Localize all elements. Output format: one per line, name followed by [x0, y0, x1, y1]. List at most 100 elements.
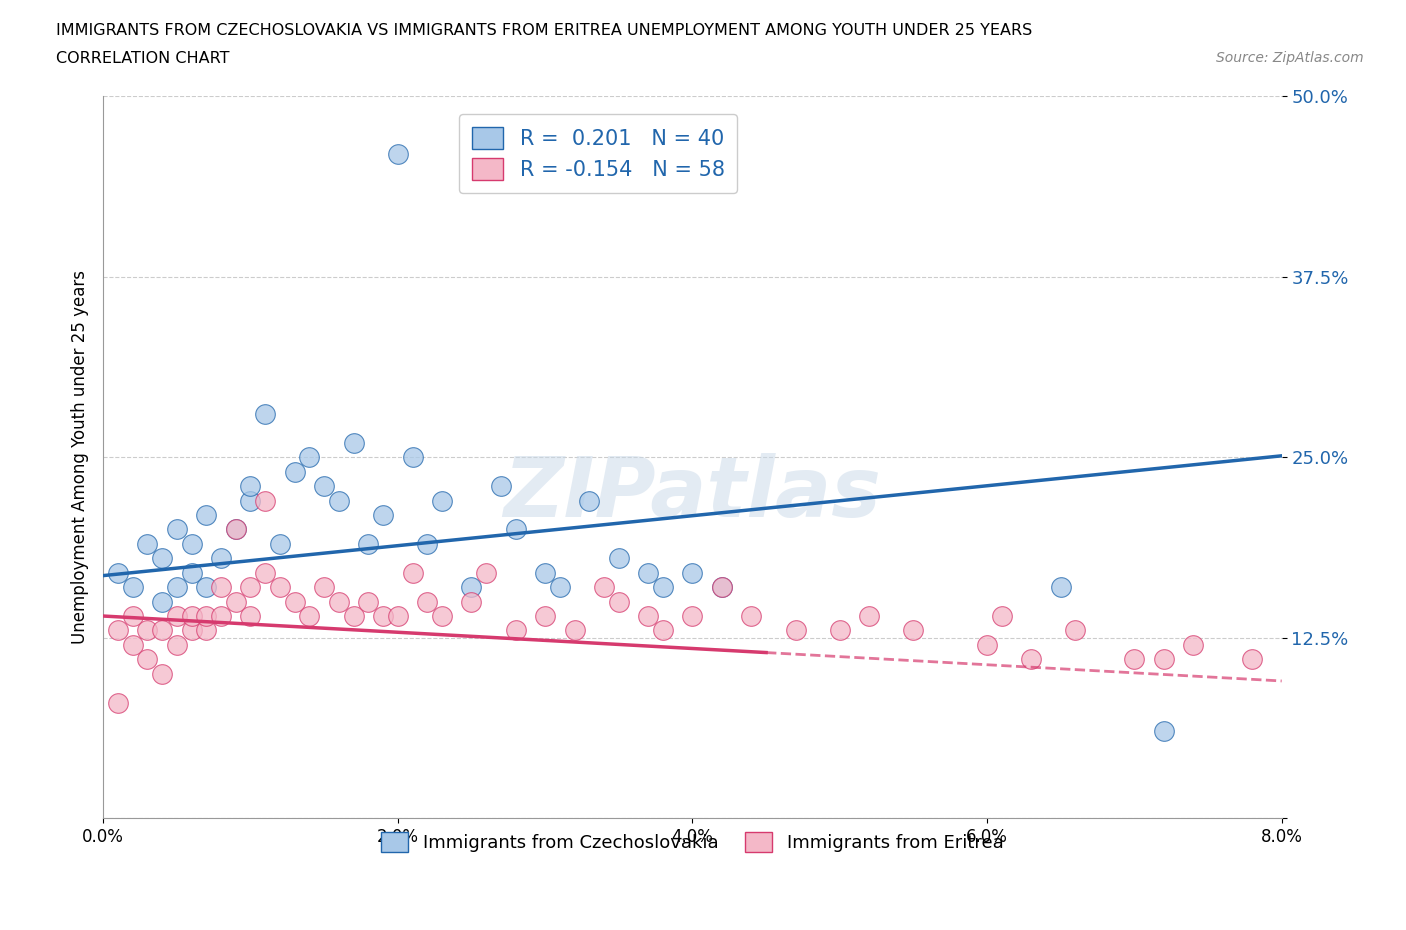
Point — [489, 479, 512, 494]
Point — [607, 551, 630, 565]
Point — [505, 623, 527, 638]
Point — [166, 637, 188, 652]
Point — [548, 579, 571, 594]
Point — [195, 508, 218, 523]
Point — [578, 493, 600, 508]
Point — [121, 637, 143, 652]
Point — [430, 493, 453, 508]
Point — [903, 623, 925, 638]
Point — [371, 608, 394, 623]
Point — [328, 594, 350, 609]
Point — [430, 608, 453, 623]
Text: Source: ZipAtlas.com: Source: ZipAtlas.com — [1216, 51, 1364, 65]
Point — [284, 594, 307, 609]
Point — [121, 579, 143, 594]
Point — [1019, 652, 1042, 667]
Point — [328, 493, 350, 508]
Point — [239, 608, 262, 623]
Point — [195, 623, 218, 638]
Point — [976, 637, 998, 652]
Point — [269, 537, 291, 551]
Point — [269, 579, 291, 594]
Point — [180, 608, 202, 623]
Point — [416, 594, 439, 609]
Point — [342, 608, 364, 623]
Point — [121, 608, 143, 623]
Point — [298, 608, 321, 623]
Point — [681, 608, 703, 623]
Point — [342, 435, 364, 450]
Point — [150, 551, 173, 565]
Point — [254, 565, 277, 580]
Point — [209, 608, 232, 623]
Point — [828, 623, 851, 638]
Point — [607, 594, 630, 609]
Point — [195, 579, 218, 594]
Point — [239, 493, 262, 508]
Point — [505, 522, 527, 537]
Point — [1241, 652, 1264, 667]
Point — [107, 565, 129, 580]
Point — [107, 696, 129, 711]
Point — [254, 493, 277, 508]
Text: IMMIGRANTS FROM CZECHOSLOVAKIA VS IMMIGRANTS FROM ERITREA UNEMPLOYMENT AMONG YOU: IMMIGRANTS FROM CZECHOSLOVAKIA VS IMMIGR… — [56, 23, 1032, 38]
Point — [1123, 652, 1146, 667]
Point — [1049, 579, 1071, 594]
Point — [652, 579, 675, 594]
Point — [225, 522, 247, 537]
Point — [239, 579, 262, 594]
Point — [150, 594, 173, 609]
Point — [460, 579, 482, 594]
Point — [681, 565, 703, 580]
Point — [314, 579, 336, 594]
Point — [298, 450, 321, 465]
Point — [150, 666, 173, 681]
Point — [460, 594, 482, 609]
Point — [239, 479, 262, 494]
Point — [136, 623, 159, 638]
Point — [136, 652, 159, 667]
Point — [1153, 724, 1175, 739]
Point — [564, 623, 586, 638]
Text: CORRELATION CHART: CORRELATION CHART — [56, 51, 229, 66]
Point — [401, 565, 423, 580]
Point — [387, 608, 409, 623]
Point — [710, 579, 733, 594]
Point — [166, 579, 188, 594]
Point — [284, 464, 307, 479]
Point — [166, 522, 188, 537]
Point — [166, 608, 188, 623]
Point — [136, 537, 159, 551]
Point — [401, 450, 423, 465]
Point — [416, 537, 439, 551]
Y-axis label: Unemployment Among Youth under 25 years: Unemployment Among Youth under 25 years — [72, 271, 89, 644]
Point — [637, 565, 659, 580]
Point — [387, 147, 409, 162]
Point — [1182, 637, 1205, 652]
Point — [593, 579, 616, 594]
Point — [150, 623, 173, 638]
Point — [225, 594, 247, 609]
Point — [195, 608, 218, 623]
Point — [534, 608, 557, 623]
Point — [225, 522, 247, 537]
Text: ZIPatlas: ZIPatlas — [503, 453, 882, 534]
Point — [357, 594, 380, 609]
Point — [652, 623, 675, 638]
Point — [637, 608, 659, 623]
Point — [357, 537, 380, 551]
Legend: Immigrants from Czechoslovakia, Immigrants from Eritrea: Immigrants from Czechoslovakia, Immigran… — [374, 825, 1011, 859]
Point — [740, 608, 762, 623]
Point — [1153, 652, 1175, 667]
Point — [991, 608, 1014, 623]
Point — [180, 537, 202, 551]
Point — [785, 623, 807, 638]
Point — [710, 579, 733, 594]
Point — [107, 623, 129, 638]
Point — [475, 565, 498, 580]
Point — [534, 565, 557, 580]
Point — [209, 579, 232, 594]
Point — [1064, 623, 1087, 638]
Point — [371, 508, 394, 523]
Point — [180, 565, 202, 580]
